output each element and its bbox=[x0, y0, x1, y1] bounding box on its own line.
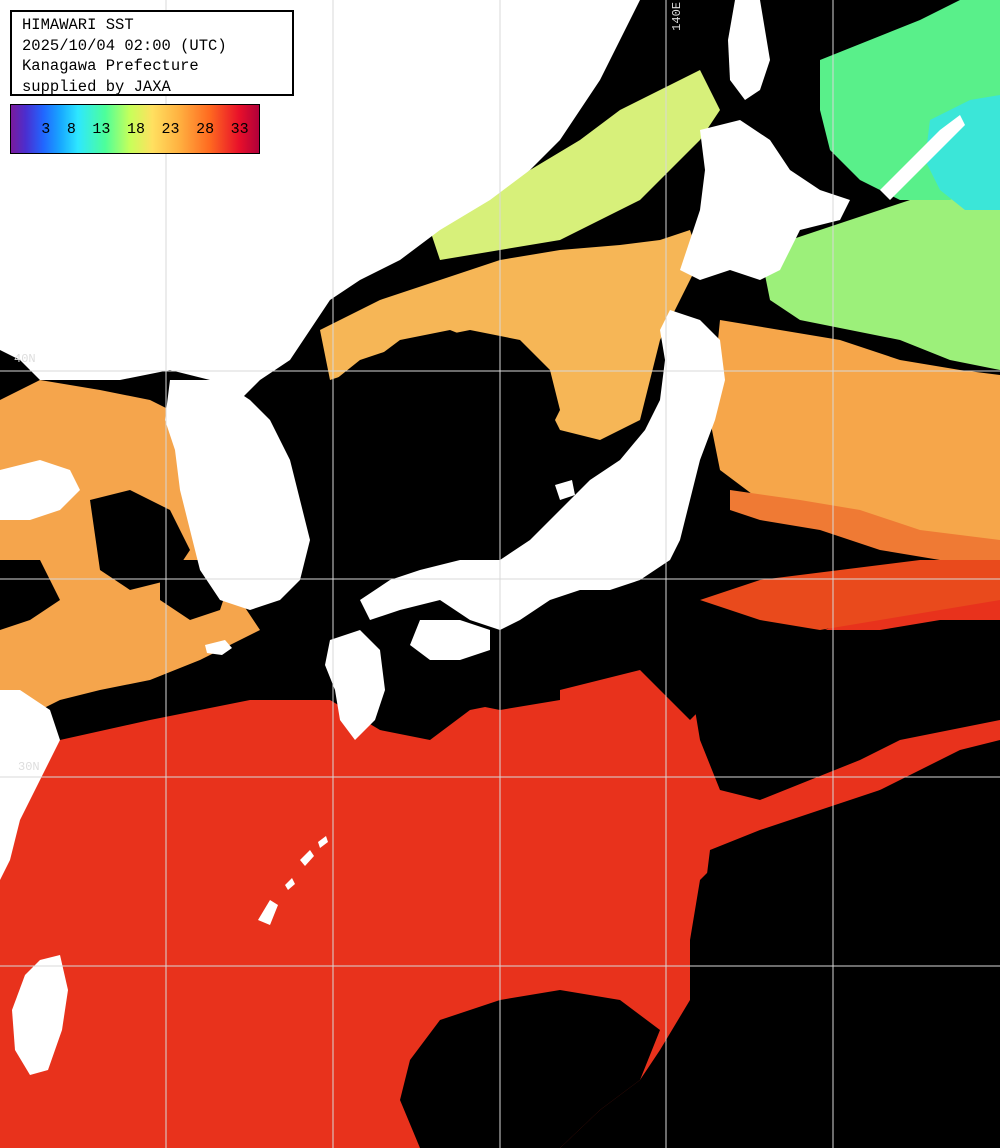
colorbar-tick: 33 bbox=[230, 120, 249, 138]
kyushu-island bbox=[325, 630, 385, 740]
shandong-peninsula bbox=[0, 460, 80, 520]
colorbar-ticks: 3 8 13 18 23 28 33 bbox=[11, 105, 259, 153]
coldest-sea-patch bbox=[925, 95, 1000, 210]
asia-mainland bbox=[0, 0, 640, 400]
hokkaido-island bbox=[680, 120, 850, 280]
warm-sea-pacific-front bbox=[730, 490, 1000, 560]
map-title: HIMAWARI SST bbox=[22, 16, 134, 34]
info-box: HIMAWARI SST 2025/10/04 02:00 (UTC) Kana… bbox=[10, 10, 294, 96]
map-region: Kanagawa Prefecture bbox=[22, 57, 199, 75]
shikoku-island bbox=[410, 620, 490, 660]
kuril-islands bbox=[880, 115, 965, 200]
cloud-patch bbox=[0, 560, 60, 630]
map-credit: supplied by JAXA bbox=[22, 77, 171, 96]
colorbar-tick: 8 bbox=[66, 120, 76, 138]
colorbar-tick: 13 bbox=[92, 120, 111, 138]
ryukyu-islets bbox=[285, 836, 328, 890]
jeju-island bbox=[205, 640, 232, 655]
temperature-colorbar: 3 8 13 18 23 28 33 bbox=[10, 104, 260, 154]
colorbar-tick: 3 bbox=[41, 120, 51, 138]
okinawa-island bbox=[258, 900, 278, 925]
honshu-island bbox=[360, 310, 725, 630]
korean-peninsula bbox=[165, 380, 310, 610]
latitude-label-40n: 40N bbox=[14, 352, 36, 366]
cool-sea-region bbox=[430, 70, 720, 260]
colorbar-tick: 23 bbox=[161, 120, 180, 138]
cloud-patch bbox=[690, 600, 1000, 800]
colorbar-tick: 28 bbox=[196, 120, 215, 138]
map-datetime: 2025/10/04 02:00 (UTC) bbox=[22, 36, 227, 55]
latitude-label-30n: 30N bbox=[18, 760, 40, 774]
cloud-patch bbox=[680, 750, 1000, 1148]
sakhalin-island bbox=[728, 0, 770, 100]
small-island bbox=[400, 125, 428, 160]
sado-island bbox=[555, 480, 575, 500]
cloud-patch bbox=[400, 990, 660, 1148]
mild-sea-north bbox=[320, 230, 700, 440]
china-coast-east bbox=[0, 690, 60, 880]
colorbar-tick: 18 bbox=[126, 120, 145, 138]
cool-sea-okhotsk bbox=[760, 180, 1000, 370]
taiwan-island bbox=[12, 955, 68, 1075]
longitude-label: 140E bbox=[670, 2, 684, 31]
cloud-patch bbox=[300, 330, 560, 540]
